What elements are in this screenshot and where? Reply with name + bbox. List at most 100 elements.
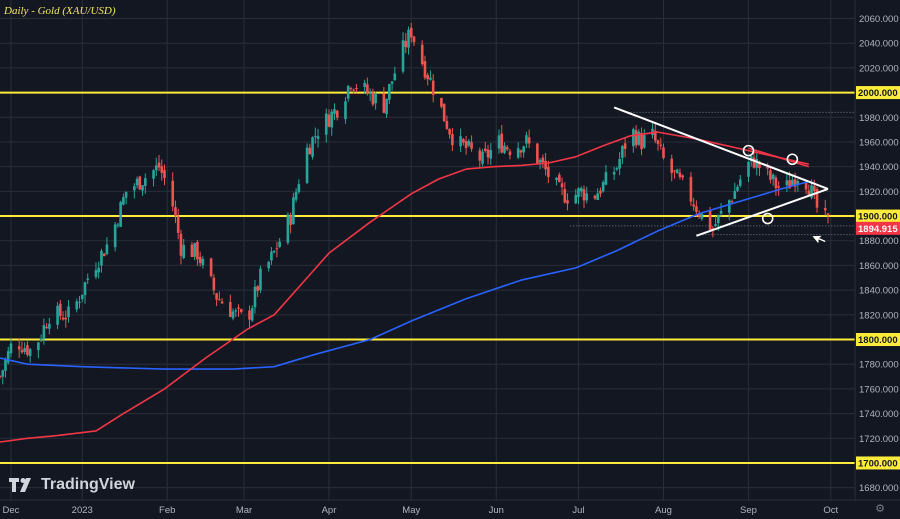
- candle-body: [719, 210, 723, 214]
- candle-body: [717, 214, 720, 224]
- candle-body: [157, 162, 161, 168]
- time-axis-background: [0, 500, 900, 519]
- tradingview-logo-icon: [9, 478, 31, 492]
- candle-body: [275, 248, 279, 250]
- candle-body: [100, 250, 103, 266]
- candle-body: [522, 146, 525, 153]
- candle-body: [810, 185, 813, 198]
- candle-body: [445, 120, 449, 129]
- price-axis-label: 1920.000: [859, 187, 899, 198]
- candle-body: [64, 317, 68, 320]
- candle-body: [61, 317, 65, 320]
- level-badge-label: 2000.000: [858, 88, 898, 99]
- touch-markers: [742, 144, 799, 225]
- price-axis-label: 1720.000: [859, 434, 899, 445]
- horizontal-levels[interactable]: [0, 91, 855, 464]
- reference-lines: [570, 111, 855, 236]
- time-axis-label: 2023: [72, 505, 93, 516]
- candle-body: [689, 176, 693, 202]
- candle-body: [500, 133, 504, 153]
- time-axis-label: Oct: [823, 505, 838, 516]
- candle-body: [585, 193, 589, 201]
- candle-body: [355, 87, 358, 89]
- cursor-arrow-icon: [810, 234, 827, 246]
- candle-body: [448, 129, 451, 135]
- price-axis[interactable]: 2060.000 2040.000 2020.000 1980.000 1960.000…: [854, 0, 900, 500]
- candle-body: [78, 301, 81, 303]
- candle-body: [133, 186, 136, 191]
- candle-body: [574, 195, 578, 204]
- price-axis-label: 1820.000: [859, 310, 899, 321]
- candle-body: [618, 159, 621, 169]
- cursor-arrow-shape: [810, 234, 827, 246]
- candle-body: [152, 170, 155, 179]
- candle-body: [774, 177, 778, 189]
- candle-body: [324, 113, 328, 135]
- candle-body: [231, 311, 235, 319]
- candle-body: [566, 200, 569, 204]
- candle-body: [119, 202, 122, 227]
- time-axis[interactable]: Dec 2023 Feb Mar Apr May Jun Jul Aug Sep Oct: [0, 499, 900, 519]
- candle-body: [333, 109, 336, 114]
- moving-averages: [0, 131, 810, 443]
- candle-body: [292, 197, 295, 225]
- candle-body: [769, 170, 772, 180]
- candle-body: [695, 206, 698, 212]
- price-axis-label: 1980.000: [859, 113, 899, 124]
- candle-body: [289, 215, 292, 225]
- candle-body: [124, 191, 128, 198]
- candle-body: [489, 150, 493, 159]
- candle-body: [141, 185, 144, 191]
- candle-body: [547, 166, 550, 177]
- last-price-badge: [856, 221, 900, 235]
- candle-body: [758, 161, 761, 169]
- level-badge: [856, 333, 900, 347]
- candle-body: [113, 224, 117, 248]
- candle-body: [656, 140, 660, 145]
- candle-body: [67, 306, 70, 318]
- candle-body: [623, 143, 627, 149]
- candle-body: [352, 89, 355, 91]
- candle-body: [174, 207, 177, 217]
- candle-body: [464, 140, 468, 149]
- candle-body: [346, 85, 350, 99]
- candle-body: [755, 158, 759, 168]
- candle-body: [577, 188, 580, 198]
- candle-body: [215, 293, 218, 300]
- grid-lines: [0, 0, 855, 500]
- candle-body: [601, 182, 605, 192]
- candle-body: [563, 189, 567, 203]
- candle-body: [815, 189, 819, 208]
- candle-body: [267, 261, 270, 269]
- candle-body: [20, 349, 24, 353]
- candle-body: [442, 103, 446, 122]
- candle-body: [6, 351, 10, 363]
- candle-body: [26, 345, 29, 355]
- candle-body: [643, 135, 646, 148]
- candle-body: [388, 84, 391, 100]
- candle-body: [536, 143, 539, 164]
- candle-body: [708, 210, 712, 230]
- price-axis-label: 1840.000: [859, 286, 899, 297]
- price-axis-label: 1960.000: [859, 137, 899, 148]
- candle-body: [615, 168, 619, 170]
- candle-body: [812, 186, 816, 192]
- candle-body: [363, 82, 366, 88]
- candle-body: [544, 160, 547, 170]
- candle-body: [681, 175, 684, 178]
- candle-body: [409, 27, 413, 38]
- level-badge: [856, 456, 900, 470]
- settings-gear-icon[interactable]: ⚙: [875, 503, 885, 515]
- triangle-pattern[interactable]: [613, 106, 829, 237]
- candle-body: [675, 169, 679, 174]
- candle-body: [640, 132, 643, 150]
- candle-body: [483, 148, 487, 151]
- price-axis-label: 1940.000: [859, 162, 899, 173]
- level-badge: [856, 209, 900, 223]
- candle-body: [516, 148, 520, 158]
- candle-body: [766, 166, 769, 169]
- triangle-upper-line: [613, 106, 829, 190]
- candle-body: [796, 181, 800, 184]
- time-axis-label: Mar: [236, 505, 252, 516]
